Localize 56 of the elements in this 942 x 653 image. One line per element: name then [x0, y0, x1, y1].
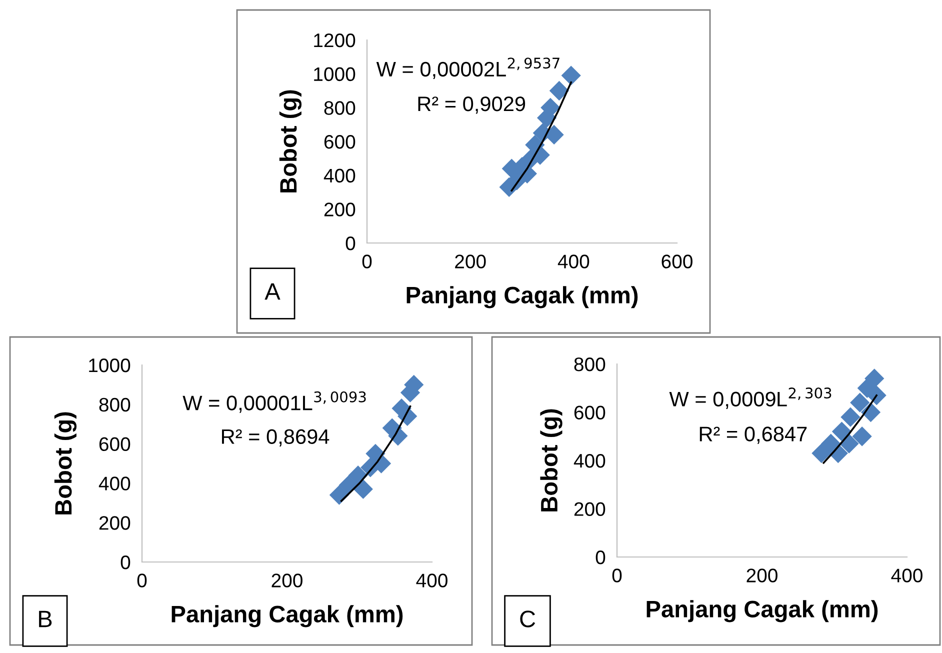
y-tick-label: 800 [99, 398, 130, 412]
x-tick-label: 200 [272, 574, 302, 588]
point [864, 368, 884, 388]
y-tick-label: 0 [346, 236, 356, 250]
point [354, 480, 373, 499]
point [852, 426, 872, 446]
point [867, 386, 886, 405]
x-tick-label: 0 [362, 254, 372, 268]
point [550, 81, 569, 100]
y-tick-label: 1000 [89, 358, 130, 372]
y-tick-label: 1000 [314, 67, 356, 82]
x-tick-label: 400 [891, 568, 922, 582]
point [812, 444, 831, 463]
y-tick-label: 200 [574, 502, 606, 516]
y-tick-label: 600 [324, 134, 356, 149]
text: C [520, 610, 536, 628]
x-tick-label: 200 [455, 254, 486, 268]
y-tick-label: 600 [99, 437, 130, 452]
y-tick-label: 0 [120, 555, 130, 570]
x-tick-label: 200 [746, 568, 778, 582]
annotation: R² = 0,9029 [418, 96, 526, 114]
y-tick-label: 400 [324, 168, 356, 183]
annotation: W = 0,00002L$^{2,9537}$ [376, 58, 560, 80]
y-axis-title: Bobot (g) [540, 409, 562, 512]
x-tick-label: 400 [558, 254, 590, 268]
annotation: R² = 0,8694 [222, 429, 330, 446]
point [850, 393, 870, 412]
text: B [39, 610, 52, 628]
y-axis-title: Bobot (g) [279, 90, 302, 192]
y-tick-label: 400 [98, 476, 130, 490]
x-tick-label: 400 [416, 574, 448, 588]
x-tick-label: 0 [137, 574, 147, 588]
annotation: W = 0,00001L$^{3,0093}$ [182, 391, 366, 413]
point [562, 66, 581, 86]
point [821, 434, 840, 454]
x-axis-title: Panjang Cagak (mm) [172, 605, 403, 628]
x-tick-label: 0 [612, 568, 622, 582]
annotation: R² = 0,6847 [700, 426, 807, 444]
x-tick-label: 600 [662, 254, 692, 268]
point [330, 485, 349, 505]
annotation: W = 0,0009L$^{2,303}$ [669, 388, 832, 409]
y-tick-label: 200 [324, 202, 356, 216]
y-tick-label: 800 [574, 357, 606, 372]
y-tick-label: 400 [574, 454, 606, 468]
y-tick-label: 200 [99, 516, 130, 530]
text: A [264, 283, 280, 300]
y-axis-title: Bobot (g) [54, 412, 77, 514]
y-tick-label: 600 [574, 406, 606, 420]
point [840, 408, 860, 427]
y-tick-label: 800 [324, 101, 356, 115]
point [832, 422, 852, 442]
x-axis-title: Panjang Cagak (mm) [406, 286, 638, 308]
point [348, 466, 368, 485]
y-tick-label: 0 [596, 550, 606, 564]
x-axis-title: Panjang Cagak (mm) [646, 600, 878, 622]
y-tick-label: 1200 [314, 33, 356, 48]
